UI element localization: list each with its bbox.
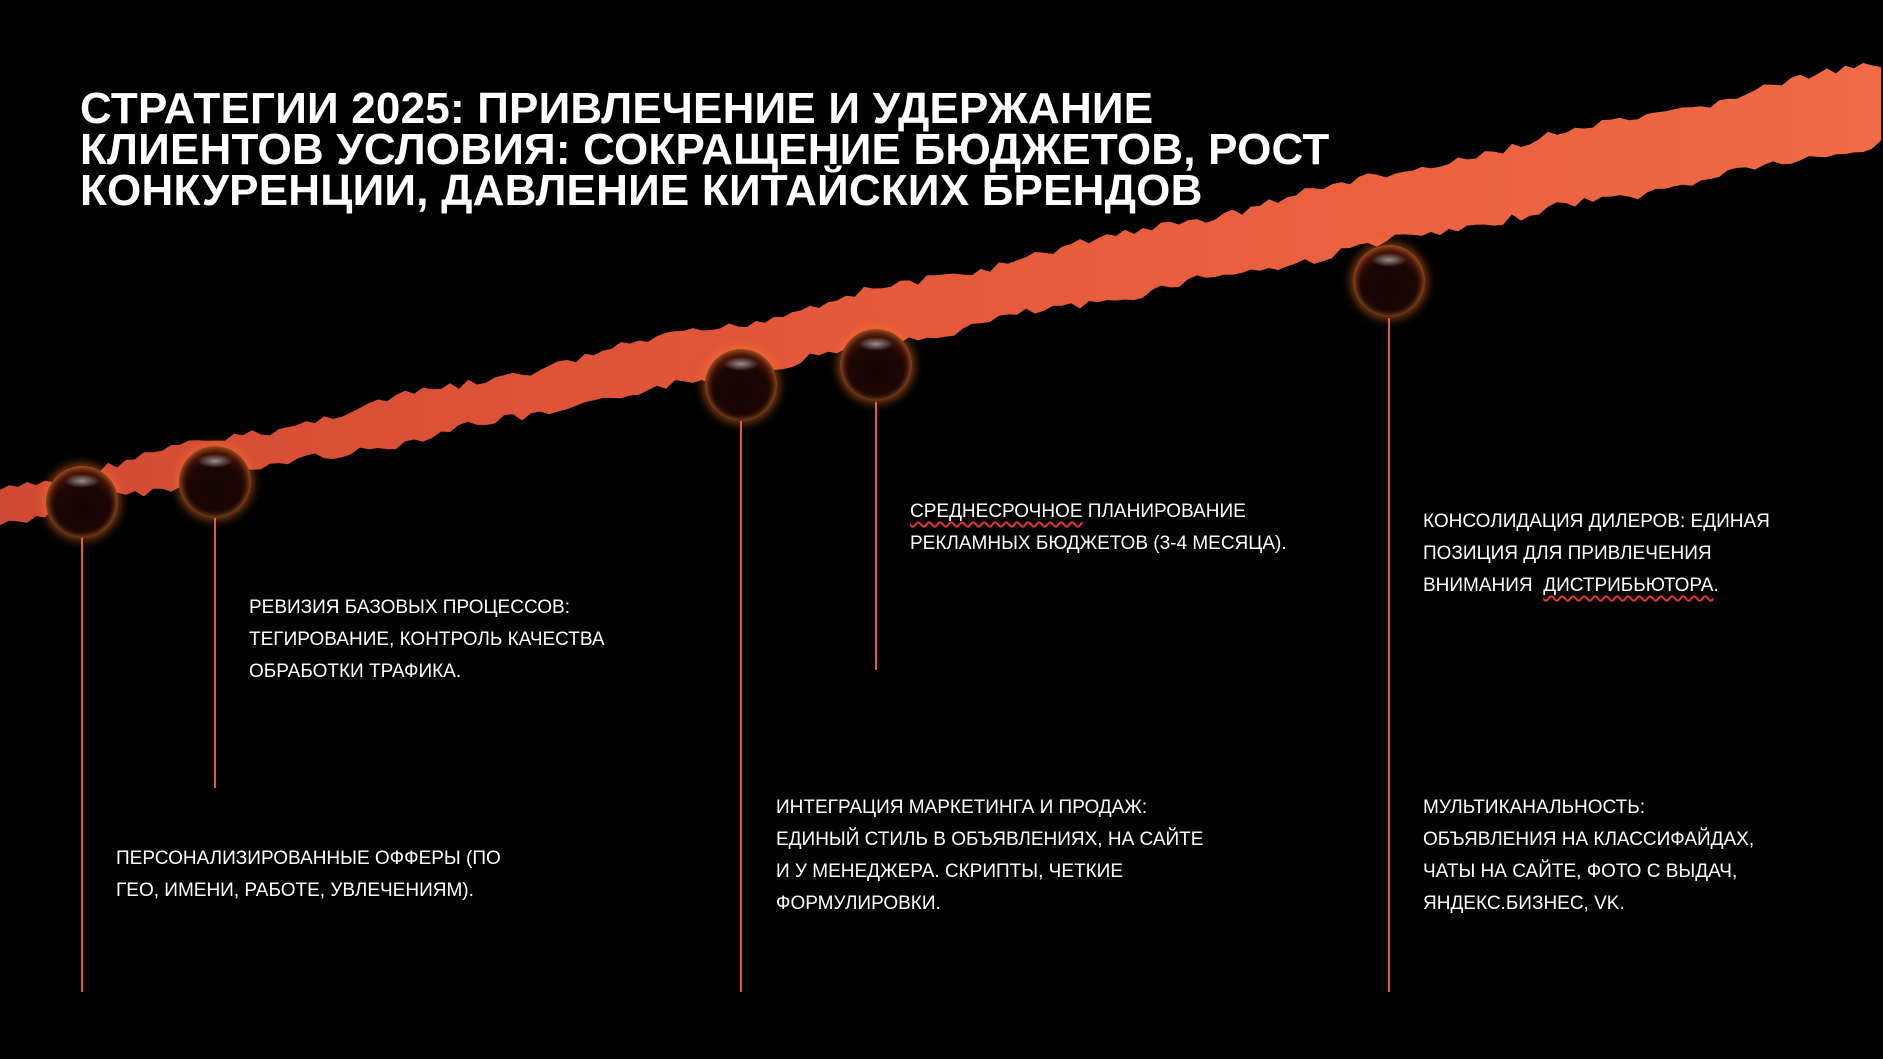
point-3-line-3: И У МЕНЕДЖЕРА. СКРИПТЫ, ЧЕТКИЕ <box>776 861 1123 882</box>
point-budget-planning: СРЕДНЕСРОЧНОЕ ПЛАНИРОВАНИЕ РЕКЛАМНЫХ БЮД… <box>910 496 1287 560</box>
title-line-1: СТРАТЕГИИ 2025: ПРИВЛЕЧЕНИЕ И УДЕРЖАНИЕ <box>80 84 1154 133</box>
point-multichannel: МУЛЬТИКАНАЛЬНОСТЬ: ОБЪЯВЛЕНИЯ НА КЛАССИФ… <box>1423 792 1754 920</box>
point-6-line-3: ЧАТЫ НА САЙТЕ, ФОТО С ВЫДАЧ, <box>1423 861 1738 882</box>
point-marketing-sales-integration: ИНТЕГРАЦИЯ МАРКЕТИНГА И ПРОДАЖ: ЕДИНЫЙ С… <box>776 792 1203 920</box>
slide-title: СТРАТЕГИИ 2025: ПРИВЛЕЧЕНИЕ И УДЕРЖАНИЕ … <box>80 84 1400 215</box>
point-4-line-1: СРЕДНЕСРОЧНОЕ ПЛАНИРОВАНИЕ <box>910 496 1287 528</box>
timeline-sphere-5 <box>1353 245 1425 317</box>
point-1-line-2: ГЕО, ИМЕНИ, РАБОТЕ, УВЛЕЧЕНИЯМ). <box>116 880 474 901</box>
timeline-sphere-3 <box>705 349 777 421</box>
point-6-line-4: ЯНДЕКС.БИЗНЕС, VK. <box>1423 893 1625 914</box>
point-3-line-1: ИНТЕГРАЦИЯ МАРКЕТИНГА И ПРОДАЖ: <box>776 797 1148 818</box>
point-6-line-1: МУЛЬТИКАНАЛЬНОСТЬ: <box>1423 797 1645 818</box>
point-5-line-3-start: ВНИМАНИЯ <box>1423 575 1544 596</box>
spellcheck-word: СРЕДНЕСРОЧНОЕ <box>910 501 1083 522</box>
torn-band-shape <box>0 63 1881 526</box>
point-2-line-3: ОБРАБОТКИ ТРАФИКА. <box>249 661 462 682</box>
connector-line-3 <box>740 420 742 992</box>
point-5-line-3: ВНИМАНИЯ ДИСТРИБЬЮТОРА. <box>1423 570 1770 602</box>
timeline-sphere-1 <box>46 466 118 538</box>
point-5-line-1: КОНСОЛИДАЦИЯ ДИЛЕРОВ: ЕДИНАЯ <box>1423 511 1770 532</box>
point-process-revision: РЕВИЗИЯ БАЗОВЫХ ПРОЦЕССОВ: ТЕГИРОВАНИЕ, … <box>249 592 605 688</box>
point-4-line-2: РЕКЛАМНЫХ БЮДЖЕТОВ (3-4 МЕСЯЦА). <box>910 533 1287 554</box>
timeline-sphere-4 <box>840 329 912 401</box>
point-2-line-1: РЕВИЗИЯ БАЗОВЫХ ПРОЦЕССОВ: <box>249 597 570 618</box>
spellcheck-word: ДИСТРИБЬЮТОРА <box>1543 575 1714 596</box>
connector-line-2 <box>214 518 216 788</box>
point-2-line-2: ТЕГИРОВАНИЕ, КОНТРОЛЬ КАЧЕСТВА <box>249 629 605 650</box>
connector-line-5 <box>1388 318 1390 992</box>
point-5-line-2: ПОЗИЦИЯ ДЛЯ ПРИВЛЕЧЕНИЯ <box>1423 543 1712 564</box>
point-dealer-consolidation: КОНСОЛИДАЦИЯ ДИЛЕРОВ: ЕДИНАЯ ПОЗИЦИЯ ДЛЯ… <box>1423 506 1770 602</box>
point-6-line-2: ОБЪЯВЛЕНИЯ НА КЛАССИФАЙДАХ, <box>1423 829 1755 850</box>
title-line-3: КОНКУРЕНЦИИ, ДАВЛЕНИЕ КИТАЙСКИХ БРЕНДОВ <box>80 166 1203 215</box>
title-line-2: КЛИЕНТОВ УСЛОВИЯ: СОКРАЩЕНИЕ БЮДЖЕТОВ, Р… <box>80 125 1330 174</box>
connector-line-1 <box>81 535 83 992</box>
point-4-line-1-rest: ПЛАНИРОВАНИЕ <box>1082 501 1246 522</box>
point-1-line-1: ПЕРСОНАЛИЗИРОВАННЫЕ ОФФЕРЫ (ПО <box>116 848 501 869</box>
point-3-line-4: ФОРМУЛИРОВКИ. <box>776 893 941 914</box>
point-5-line-3-end: . <box>1713 575 1719 596</box>
point-3-line-2: ЕДИНЫЙ СТИЛЬ В ОБЪЯВЛЕНИЯХ, НА САЙТЕ <box>776 829 1204 850</box>
timeline-sphere-2 <box>179 446 251 518</box>
point-personalized-offers: ПЕРСОНАЛИЗИРОВАННЫЕ ОФФЕРЫ (ПО ГЕО, ИМЕН… <box>116 843 501 907</box>
connector-line-4 <box>875 402 877 670</box>
